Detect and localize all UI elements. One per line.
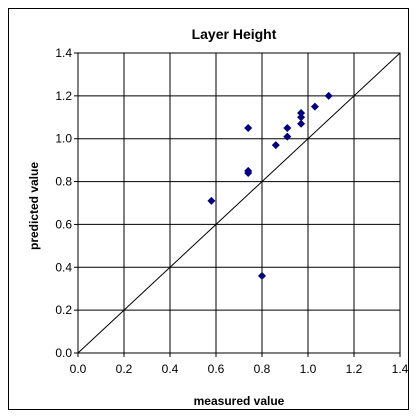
x-tick-label: 1.4 [392,362,409,376]
data-point [310,102,319,111]
data-points [207,91,333,280]
data-point [244,124,253,132]
data-point [207,196,216,205]
y-tick-label: 0.6 [55,217,72,231]
chart-frame [8,8,409,410]
y-tick-label: 0.0 [55,346,72,360]
x-tick-label: 0.6 [208,362,225,376]
identity-line [77,52,401,354]
data-point [297,119,306,128]
plot-area [77,52,401,354]
y-axis-label: predicted value [27,162,41,250]
x-tick-label: 1.0 [300,362,317,376]
x-tick-label: 0.0 [70,362,87,376]
data-point [324,91,333,100]
x-axis-label: measured value [194,394,285,408]
y-tick-label: 1.0 [55,132,72,146]
y-tick-label: 1.4 [55,46,72,60]
y-tick-label: 0.8 [55,175,72,189]
data-point [297,109,306,117]
x-tick-label: 1.2 [346,362,363,376]
data-point [258,271,266,280]
data-point [271,141,280,150]
data-point [244,169,253,177]
axis-ticks: 0.0 0.2 0.4 0.6 0.8 1.0 1.2 1.4 0.0 0.2 0.4 0.6 0.8 1… [55,46,408,376]
data-point [283,124,292,132]
y-tick-label: 0.4 [55,260,72,274]
y-tick-label: 1.2 [55,89,72,103]
data-point [297,113,306,122]
y-tick-label: 0.2 [55,303,72,317]
x-tick-label: 0.2 [116,362,133,376]
x-tick-label: 0.8 [254,362,271,376]
chart-title: Layer Height [192,26,277,42]
x-tick-label: 0.4 [162,362,179,376]
data-point [283,132,292,141]
